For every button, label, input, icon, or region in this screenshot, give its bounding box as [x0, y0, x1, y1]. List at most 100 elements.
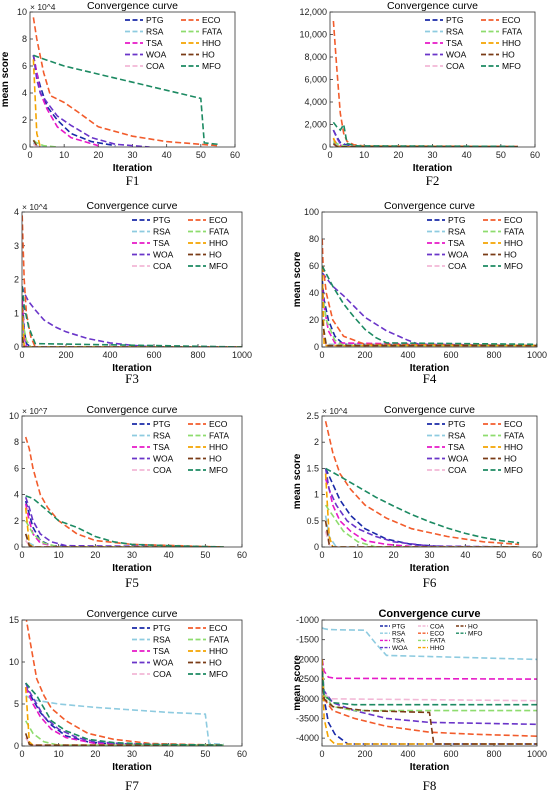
- x-tick-label: 0: [19, 550, 24, 560]
- x-tick-label: 600: [443, 350, 458, 360]
- legend-label: HHO: [504, 442, 523, 452]
- legend-label: HO: [202, 50, 215, 60]
- y-tick-label: 10: [9, 657, 19, 667]
- legend-label: HO: [209, 454, 222, 464]
- series-line-rsa: [322, 319, 537, 347]
- x-tick-label: 200: [58, 350, 73, 360]
- plot-frame: [21, 211, 243, 348]
- y-multiplier: × 10^4: [30, 2, 56, 12]
- y-tick-label: 8,000: [304, 52, 327, 62]
- y-multiplier: × 10^4: [322, 406, 348, 416]
- x-tick-label: 20: [90, 550, 100, 560]
- series-line-woa: [24, 682, 224, 746]
- legend-label: RSA: [448, 227, 466, 237]
- series-line-eco: [332, 20, 518, 147]
- y-tick-label: 20: [309, 315, 319, 325]
- y-tick-label: 4: [14, 490, 19, 500]
- x-tick-label: 600: [443, 749, 458, 759]
- panel-caption: F7: [125, 778, 139, 793]
- series-line-woa: [32, 55, 150, 147]
- x-tick-label: 30: [424, 550, 434, 560]
- legend-label: COA: [430, 623, 445, 630]
- panel-caption: F2: [426, 173, 440, 188]
- x-tick-label: 0: [319, 749, 324, 759]
- legend-label: RSA: [446, 27, 464, 37]
- y-tick-label: 15: [9, 615, 19, 625]
- panel-caption: F5: [125, 575, 139, 590]
- series-line-tsa: [24, 503, 224, 547]
- x-tick-label: 0: [319, 350, 324, 360]
- series-line-eco: [322, 671, 537, 737]
- y-tick-label: 6: [22, 61, 27, 71]
- x-axis-label: Iteration: [410, 762, 449, 773]
- y-tick-label: 5: [14, 699, 19, 709]
- legend-label: TSA: [153, 442, 170, 452]
- series-line-ho: [322, 679, 537, 745]
- y-axis-label: mean score: [0, 453, 3, 509]
- plot-frame: [21, 415, 243, 548]
- legend-label: PTG: [153, 419, 170, 429]
- y-axis-label: mean score: [292, 655, 303, 711]
- chart-title: Convergence curve: [86, 200, 177, 212]
- y-tick-label: 0: [14, 741, 19, 751]
- legend-label: RSA: [146, 27, 164, 37]
- legend-label: COA: [153, 261, 172, 271]
- x-tick-label: 0: [19, 350, 24, 360]
- series-line-fata: [25, 520, 224, 547]
- series-line-coa: [322, 667, 537, 702]
- series-group: [322, 238, 537, 347]
- series-line-hho: [22, 306, 242, 347]
- series-line-ptg: [332, 129, 518, 147]
- legend-label: HHO: [209, 442, 228, 452]
- legend-label: HO: [504, 250, 517, 260]
- legend-label: HHO: [209, 646, 228, 656]
- legend-label: FATA: [504, 431, 524, 441]
- legend-label: ECO: [209, 419, 228, 429]
- series-line-mfo: [25, 682, 224, 746]
- series-line-rsa: [332, 141, 518, 147]
- legend-label: HO: [504, 454, 517, 464]
- legend-label: WOA: [446, 50, 467, 60]
- series-line-ho: [24, 533, 224, 547]
- legend-label: HO: [209, 250, 222, 260]
- x-tick-label: 0: [27, 150, 32, 160]
- series-line-mfo: [322, 265, 537, 346]
- chart-panel-F2: Convergence curve 0 10 20 30 40 50 60 0 2,000 4,00…: [299, 0, 540, 174]
- y-tick-label: 2: [314, 437, 319, 447]
- y-tick-label: 0: [14, 542, 19, 552]
- legend-label: FATA: [209, 635, 229, 645]
- series-line-woa: [332, 129, 518, 147]
- y-tick-label: 0: [22, 142, 27, 152]
- series-line-woa: [22, 286, 242, 347]
- panel-caption: F3: [125, 371, 139, 386]
- series-line-woa: [322, 272, 537, 347]
- x-tick-label: 40: [162, 150, 172, 160]
- legend-label: RSA: [392, 631, 406, 638]
- legend-label: PTG: [448, 419, 465, 429]
- y-tick-label: 80: [309, 234, 319, 244]
- legend-label: MFO: [502, 61, 521, 71]
- series-line-tsa: [322, 286, 537, 347]
- chart-title: Convergence curve: [387, 0, 478, 12]
- series-line-hho: [322, 659, 537, 745]
- legend-label: WOA: [153, 250, 174, 260]
- x-tick-label: 0: [327, 150, 332, 160]
- chart-panel-F7: Convergence curve 0 10 20 30 40 50 60 0 5 10 15 Iter…: [0, 608, 247, 773]
- x-tick-label: 60: [230, 150, 240, 160]
- series-line-ptg: [25, 686, 224, 746]
- y-tick-label: -3000: [296, 694, 319, 704]
- y-axis-label: mean score: [292, 453, 303, 509]
- x-tick-label: 50: [496, 150, 506, 160]
- legend-label: HHO: [209, 238, 228, 248]
- legend-label: MFO: [504, 465, 523, 475]
- x-tick-label: 50: [196, 150, 206, 160]
- legend-label: RSA: [448, 431, 466, 441]
- legend-label: TSA: [448, 238, 465, 248]
- series-line-rsa: [24, 533, 224, 547]
- legend-label: HO: [209, 658, 222, 668]
- series-line-mfo: [25, 495, 224, 547]
- y-tick-label: 10,000: [299, 30, 327, 40]
- legend-label: MFO: [202, 61, 221, 71]
